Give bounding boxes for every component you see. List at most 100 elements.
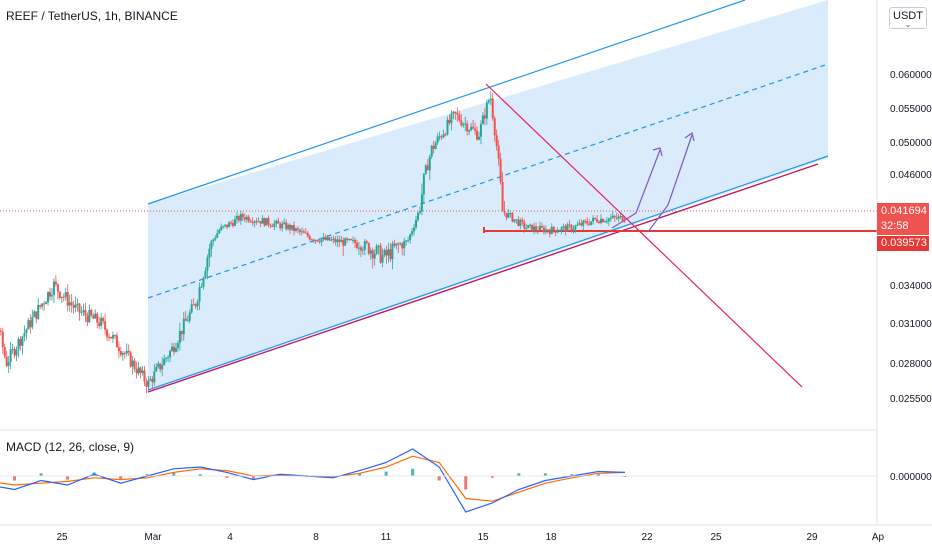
candle-body — [194, 304, 197, 307]
candle-body — [379, 245, 382, 263]
candle-body — [27, 320, 30, 330]
candle-body — [562, 226, 565, 228]
candle-body — [82, 310, 85, 312]
candle-body — [369, 250, 372, 254]
candle-body — [448, 119, 451, 124]
candle-body — [517, 219, 520, 226]
candle-body — [37, 305, 40, 319]
x-tick-label: 29 — [806, 532, 818, 543]
candle-body — [310, 239, 313, 241]
candle-body — [373, 253, 376, 259]
candle-body — [233, 219, 236, 226]
candle-body — [52, 281, 55, 295]
candle-body — [389, 249, 392, 260]
candle-body — [590, 221, 593, 225]
candle-body — [306, 232, 309, 237]
candle-body — [322, 237, 325, 240]
candle-body — [265, 218, 268, 226]
candle-body — [546, 229, 549, 232]
candle-body — [56, 284, 59, 292]
candle-body — [464, 123, 467, 125]
macd-histogram-bar — [198, 474, 202, 476]
y-tick-label: 0.050000 — [890, 138, 932, 149]
candle-body — [446, 119, 449, 135]
candle-body — [293, 225, 296, 231]
candle-body — [214, 237, 217, 240]
candle-body — [149, 379, 152, 381]
candle-body — [304, 232, 307, 234]
candle-body — [521, 219, 524, 222]
candle-body — [249, 221, 252, 223]
currency-selector[interactable]: USDT ⌄ — [889, 7, 927, 29]
candle-body — [86, 315, 89, 323]
candle-body — [143, 370, 146, 382]
candle-body — [198, 287, 201, 302]
macd-histogram-bar — [464, 476, 468, 490]
macd-histogram-bar — [623, 476, 627, 477]
macd-line — [0, 448, 626, 513]
candle-body — [365, 241, 368, 243]
candle-body — [332, 238, 335, 240]
candle-body — [230, 222, 233, 224]
macd-histogram-bar — [570, 474, 574, 476]
candle-body — [623, 221, 626, 223]
candle-body — [139, 367, 142, 373]
candle-body — [74, 304, 77, 308]
candle-body — [257, 221, 260, 223]
candle-body — [531, 224, 534, 232]
candle-body — [513, 219, 516, 222]
candle-body — [0, 330, 2, 332]
candle-body — [489, 98, 492, 101]
candle-body — [78, 303, 81, 313]
candle-body — [426, 165, 429, 171]
candle-body — [15, 349, 18, 356]
candle-body — [49, 292, 52, 297]
last-price-value: 0.041694 — [881, 205, 927, 217]
candle-body — [554, 230, 557, 233]
y-tick-label: 0.060000 — [890, 70, 932, 81]
candle-body — [462, 123, 465, 126]
candle-body — [454, 111, 457, 113]
candle-body — [538, 225, 541, 231]
candle-body — [428, 156, 431, 171]
candle-body — [558, 230, 561, 232]
candle-body — [580, 223, 583, 226]
x-tick-label: 22 — [641, 532, 653, 543]
candle-body — [161, 365, 164, 370]
macd-histogram-bar — [437, 476, 441, 481]
candle-body — [119, 351, 122, 355]
candle-body — [568, 224, 571, 226]
candle-body — [106, 329, 109, 337]
candle-body — [393, 243, 396, 246]
candle-body — [261, 218, 264, 224]
candle-body — [348, 239, 351, 241]
candle-body — [190, 304, 193, 313]
candle-body — [41, 303, 44, 307]
candle-body — [163, 358, 166, 366]
candle-body — [296, 228, 299, 230]
candle-body — [438, 136, 441, 138]
candle-body — [235, 215, 238, 220]
candle-body — [239, 214, 242, 221]
candle-body — [507, 213, 510, 218]
candle-body — [68, 302, 71, 306]
candle-body — [405, 240, 408, 242]
candle-body — [174, 347, 177, 352]
candle-body — [33, 311, 36, 317]
candle-body — [245, 216, 248, 220]
candle-body — [283, 222, 286, 224]
candle-body — [556, 231, 559, 233]
candle-body — [287, 224, 290, 230]
candle-body — [186, 320, 189, 322]
candle-body — [169, 350, 172, 358]
candle-body — [525, 228, 528, 230]
channel-mid-line — [147, 63, 829, 299]
candle-body — [172, 346, 175, 352]
candle-body — [619, 216, 622, 218]
candle-body — [361, 249, 364, 251]
candle-body — [409, 234, 412, 241]
candle-body — [470, 126, 473, 131]
candle-body — [550, 226, 553, 234]
channel-fill — [148, 0, 828, 391]
